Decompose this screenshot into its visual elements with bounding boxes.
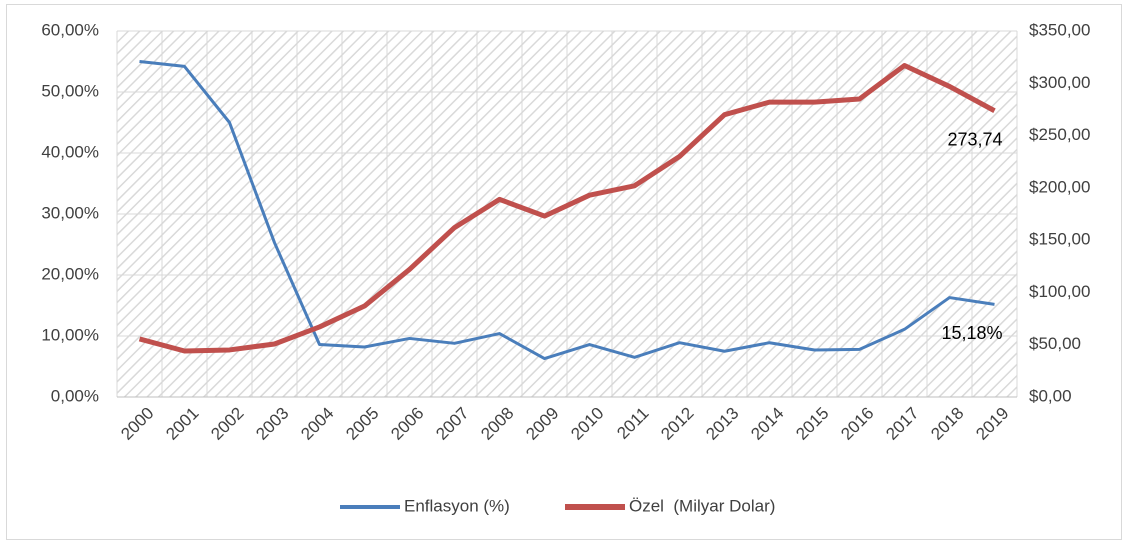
data-label: 15,18% — [941, 323, 1002, 343]
series-line — [139, 60, 995, 361]
legend-label: Enflasyon (%) — [404, 496, 510, 515]
y-tick-label: 50,00% — [41, 81, 99, 100]
y2-tick-label: $150,00 — [1029, 230, 1090, 249]
y-tick-label: 60,00% — [41, 20, 99, 39]
y-tick-label: 0,00% — [51, 386, 99, 405]
series-line — [138, 63, 996, 354]
y2-tick-label: $0,00 — [1029, 386, 1072, 405]
y2-tick-label: $350,00 — [1029, 20, 1090, 39]
y-tick-label: 20,00% — [41, 264, 99, 283]
y2-tick-label: $300,00 — [1029, 73, 1090, 92]
y-tick-label: 30,00% — [41, 203, 99, 222]
y2-tick-label: $250,00 — [1029, 125, 1090, 144]
data-label: 273,74 — [947, 129, 1002, 149]
y-tick-label: 40,00% — [41, 142, 99, 161]
y2-tick-label: $50,00 — [1029, 334, 1081, 353]
y-tick-label: 10,00% — [41, 325, 99, 344]
y2-tick-label: $100,00 — [1029, 282, 1090, 301]
y2-tick-label: $200,00 — [1029, 177, 1090, 196]
legend-label: Özel (Milyar Dolar) — [629, 496, 775, 515]
